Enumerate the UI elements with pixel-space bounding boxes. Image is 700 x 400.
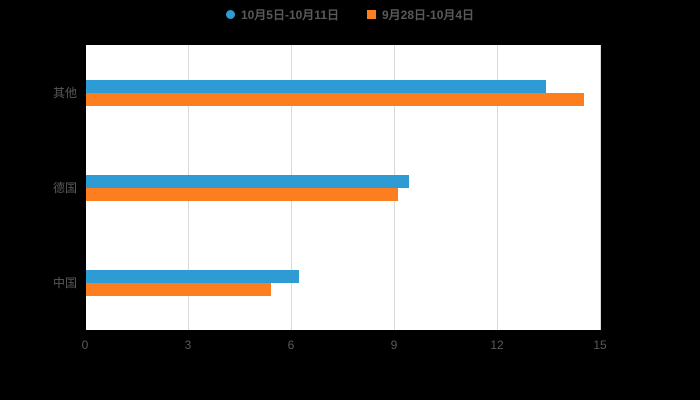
legend-label: 10月5日-10月11日 bbox=[240, 8, 339, 22]
gridline-x-12 bbox=[497, 45, 498, 330]
bar-series-0-cat-1 bbox=[86, 174, 409, 188]
x-tick-label: 12 bbox=[490, 338, 504, 352]
bar-series-1-cat-0 bbox=[86, 92, 584, 106]
legend-marker-icon bbox=[367, 10, 376, 19]
bar-series-1-cat-2 bbox=[86, 282, 272, 296]
category-label: 德国 bbox=[52, 180, 77, 195]
bar-series-0-cat-2 bbox=[86, 269, 299, 283]
plot-area bbox=[85, 45, 601, 331]
legend: 10月5日-10月11日 9月28日-10月4日 bbox=[0, 6, 700, 23]
legend-marker-icon bbox=[225, 10, 235, 19]
x-tick-label: 15 bbox=[593, 338, 607, 352]
bar-series-1-cat-1 bbox=[86, 187, 399, 201]
x-tick-label: 3 bbox=[184, 338, 192, 352]
bar-series-0-cat-0 bbox=[86, 79, 547, 93]
gridline-x-15 bbox=[600, 45, 601, 330]
category-label: 中国 bbox=[52, 275, 77, 290]
x-tick-label: 6 bbox=[287, 338, 295, 352]
category-label: 其他 bbox=[52, 85, 77, 100]
legend-item-series-1[interactable]: 9月28日-10月4日 bbox=[367, 6, 474, 23]
x-tick-label: 9 bbox=[390, 338, 398, 352]
legend-label: 9月28日-10月4日 bbox=[382, 8, 475, 22]
x-tick-label: 0 bbox=[81, 338, 89, 352]
legend-item-series-0[interactable]: 10月5日-10月11日 bbox=[225, 6, 339, 23]
